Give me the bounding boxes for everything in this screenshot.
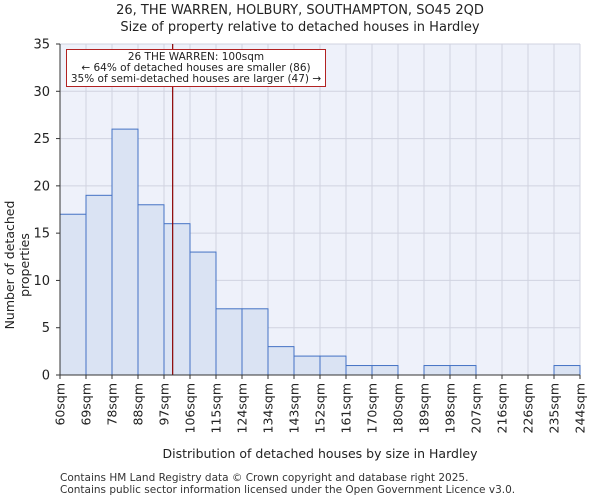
x-tick-label: 152sqm	[313, 383, 328, 433]
y-tick-label: 15	[33, 227, 50, 242]
annotation-line3: 35% of semi-detached houses are larger (…	[70, 73, 322, 85]
chart-title-line2: Size of property relative to detached ho…	[120, 20, 480, 35]
x-tick-label: 189sqm	[417, 383, 432, 433]
x-tick-label: 161sqm	[339, 383, 354, 433]
x-tick-label: 134sqm	[261, 383, 276, 433]
histogram-bar	[319, 355, 347, 376]
x-tick-label: 198sqm	[443, 383, 458, 433]
x-tick-label: 143sqm	[287, 383, 302, 433]
x-tick-label: 180sqm	[391, 383, 406, 433]
y-tick-label: 30	[33, 85, 50, 100]
x-tick-label: 69sqm	[79, 383, 94, 426]
x-tick-label: 244sqm	[573, 383, 588, 433]
histogram-bar	[553, 365, 581, 376]
histogram-bar	[293, 355, 321, 376]
histogram-bar	[111, 128, 139, 376]
histogram-bar	[215, 308, 243, 376]
x-tick-label: 124sqm	[235, 383, 250, 433]
x-tick-label: 88sqm	[131, 383, 146, 426]
histogram-bar	[163, 223, 191, 376]
x-tick-label: 115sqm	[209, 383, 224, 433]
annotation-line1: 26 THE WARREN: 100sqm	[127, 51, 265, 63]
x-tick-label: 226sqm	[521, 383, 536, 433]
y-tick-label: 0	[42, 369, 50, 384]
x-tick-label: 106sqm	[183, 383, 198, 433]
histogram-bar	[59, 213, 87, 376]
y-axis-label: Number of detached properties	[2, 200, 32, 330]
histogram-bar	[371, 365, 399, 376]
x-tick-label: 78sqm	[105, 383, 120, 426]
annotation-line2: ← 64% of detached houses are smaller (86…	[81, 62, 311, 74]
x-tick-label: 235sqm	[547, 383, 562, 433]
histogram-bar	[189, 251, 217, 376]
x-tick-label: 60sqm	[53, 383, 68, 426]
y-tick-label: 35	[33, 38, 50, 53]
histogram-bar	[449, 365, 477, 376]
y-tick-label: 25	[33, 132, 50, 147]
footer-line1: Contains HM Land Registry data © Crown c…	[60, 472, 469, 484]
histogram-bar	[267, 346, 295, 376]
y-tick-label: 10	[33, 274, 50, 289]
footer-line2: Contains public sector information licen…	[60, 484, 516, 496]
y-tick-label: 5	[42, 321, 50, 336]
x-tick-label: 216sqm	[495, 383, 510, 433]
histogram-bar	[85, 194, 113, 376]
chart-title-line1: 26, THE WARREN, HOLBURY, SOUTHAMPTON, SO…	[116, 3, 484, 18]
y-tick-label: 20	[33, 179, 50, 194]
x-tick-label: 97sqm	[157, 383, 172, 426]
x-tick-label: 207sqm	[469, 383, 484, 433]
histogram-bar	[241, 308, 269, 376]
x-axis-label: Distribution of detached houses by size …	[162, 446, 478, 461]
histogram-bar	[423, 365, 451, 376]
x-tick-label: 170sqm	[365, 383, 380, 433]
property-annotation: 26 THE WARREN: 100sqm ← 64% of detached …	[66, 49, 326, 87]
histogram-bar	[345, 365, 373, 376]
histogram-bar	[137, 204, 165, 376]
